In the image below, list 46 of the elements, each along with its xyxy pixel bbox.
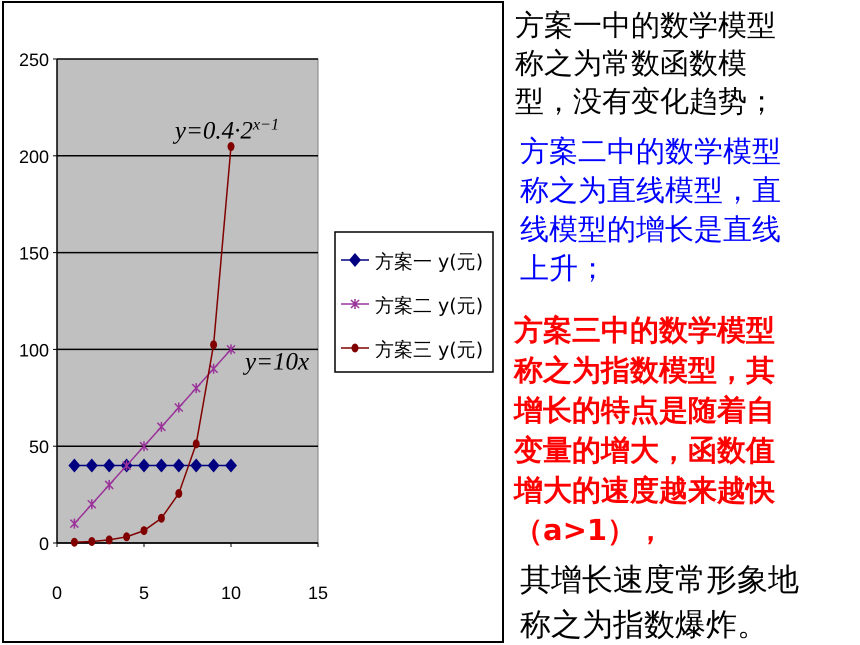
- point: [86, 458, 98, 473]
- y-tick-label: 200: [18, 146, 49, 167]
- point: [70, 518, 80, 530]
- point: [106, 535, 113, 544]
- point: [208, 363, 218, 375]
- point: [175, 488, 182, 498]
- point: [156, 421, 166, 433]
- point: [140, 526, 148, 536]
- text: 方案一中的数学模型称之为常数函数模型，没有变化趋势；: [515, 7, 777, 120]
- legend-label: 方案三 y(元): [375, 339, 484, 361]
- legend-label: 方案二 y(元): [375, 295, 484, 317]
- point: [123, 532, 130, 542]
- y-tick-label: 150: [18, 244, 49, 264]
- point: [191, 382, 201, 394]
- text: 方案三中的数学模型称之为指数模型，其增长的特点是随着自变量的增大，函数值增大的速度越来越快（a>1），: [514, 312, 776, 549]
- text: 其增长速度常形象地称之为指数爆炸。: [520, 561, 800, 645]
- x-tick-label: 10: [220, 583, 242, 603]
- x-tick-label: 5: [138, 583, 150, 603]
- point: [68, 458, 80, 473]
- point: [155, 458, 168, 473]
- point: [88, 536, 96, 546]
- point: [70, 538, 78, 547]
- point: [225, 458, 237, 473]
- point: [139, 440, 149, 452]
- point: [103, 458, 116, 473]
- text: 方案二中的数学模型称之为直线模型，直线模型的增长是直线上升；: [520, 133, 782, 287]
- annotation: y=0.4·2$^{x−1}$: [172, 116, 280, 145]
- point: [158, 514, 165, 523]
- point: [138, 458, 150, 473]
- point: [190, 458, 202, 473]
- point: [87, 498, 97, 510]
- x-tick-label: 0: [52, 583, 62, 603]
- point: [210, 340, 218, 350]
- point: [174, 402, 184, 414]
- annotation: y=10x: [242, 348, 310, 376]
- x-tick-label: 15: [308, 583, 328, 603]
- point: [208, 458, 220, 473]
- point: [172, 458, 185, 473]
- y-tick-label: 0: [38, 534, 49, 554]
- y-tick-label: 50: [28, 437, 49, 458]
- y-tick-label: 250: [18, 50, 49, 70]
- point: [192, 439, 200, 448]
- point: [226, 344, 236, 356]
- point: [104, 479, 114, 491]
- y-tick-label: 100: [18, 340, 49, 360]
- legend-label: 方案一 y(元): [375, 251, 484, 273]
